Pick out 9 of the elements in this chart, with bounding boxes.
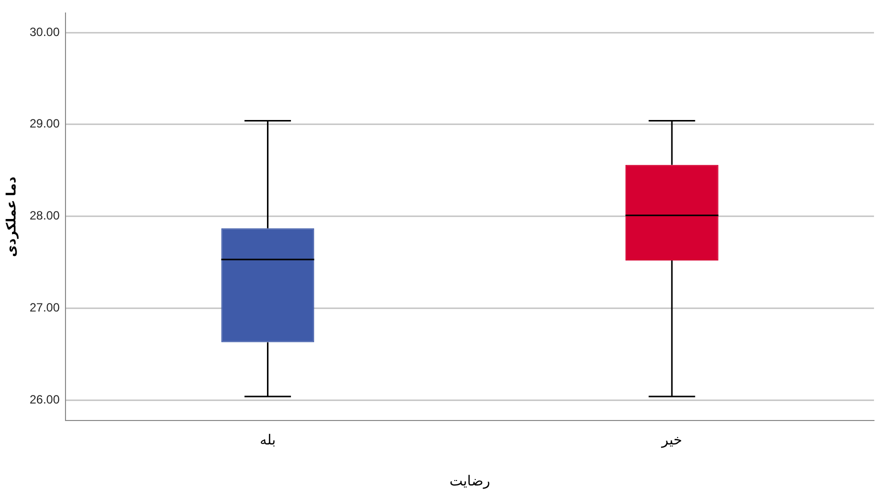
y-axis-title: دما عملکردی [3,176,20,257]
y-tick-label: 30.00 [30,24,60,39]
x-tick-label: بله [260,432,276,448]
x-tick-label: خیر [660,432,682,449]
y-tick-label: 26.00 [30,392,60,406]
y-tick-label: 29.00 [30,116,60,131]
y-tick-label: 28.00 [30,208,60,223]
x-axis-title: رضایت [450,472,490,490]
y-tick-label: 27.00 [30,300,60,315]
